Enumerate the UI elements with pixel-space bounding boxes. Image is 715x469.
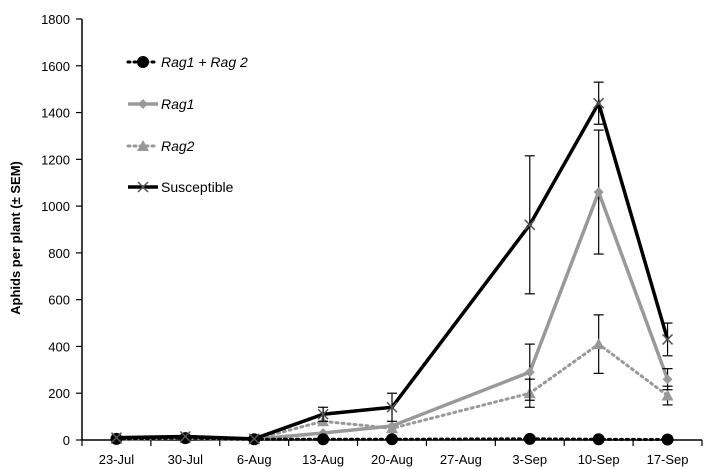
y-tick-label: 1600 (41, 59, 70, 74)
series-susceptible (110, 81, 674, 445)
legend-marker (137, 181, 149, 193)
series-rag1-rag-2 (110, 432, 674, 446)
legend-marker (137, 56, 149, 68)
legend-label: Rag1 + Rag 2 (161, 54, 248, 70)
x-tick-label: 13-Aug (302, 452, 344, 467)
legend-entry: Rag1 + Rag 2 (126, 54, 248, 70)
y-tick-label: 0 (63, 433, 70, 448)
series-line (116, 98, 670, 441)
y-tick-label: 1800 (41, 12, 70, 27)
x-tick-label: 27-Aug (440, 452, 482, 467)
legend-entry: Rag1 (128, 96, 194, 112)
legend: Rag1 + Rag 2 Rag1 Rag2 Susceptible (126, 54, 248, 195)
data-point (593, 97, 605, 109)
data-point (661, 433, 674, 446)
data-point (317, 408, 329, 420)
y-tick-label: 1400 (41, 106, 70, 121)
x-tick-label: 17-Sep (647, 452, 689, 467)
data-point (110, 432, 122, 444)
data-point (592, 433, 605, 446)
data-point (179, 430, 191, 443)
y-tick-label: 800 (48, 246, 70, 261)
y-tick-label: 600 (48, 293, 70, 308)
y-tick-labels: 0 200 400 600 800 1000 1200 1400 1600 1800 (41, 12, 70, 448)
x-tick-label: 23-Jul (99, 452, 135, 467)
data-point (661, 389, 674, 401)
data-point (524, 367, 535, 378)
x-tick-label: 6-Aug (237, 452, 272, 467)
y-tick-label: 1200 (41, 152, 70, 167)
data-point (593, 187, 604, 198)
legend-entry: Rag2 (126, 138, 195, 154)
axes (76, 18, 703, 446)
data-point (524, 219, 536, 231)
x-tick-label: 3-Sep (512, 452, 547, 467)
x-tick-label: 20-Aug (371, 452, 413, 467)
data-point (523, 432, 536, 445)
y-tick-label: 400 (48, 339, 70, 354)
y-tick-label: 1000 (41, 199, 70, 214)
y-axis-title: Aphids per plant (± SEM) (8, 161, 23, 315)
data-point (248, 433, 260, 445)
y-tick-label: 200 (48, 386, 70, 401)
legend-label: Rag1 (161, 96, 194, 112)
x-tick-label: 10-Sep (578, 452, 620, 467)
x-tick-label: 30-Jul (168, 452, 204, 467)
x-tick-labels: 23-Jul 30-Jul 6-Aug 13-Aug 20-Aug 27-Aug 3-Sep… (99, 452, 689, 467)
data-point (386, 433, 398, 446)
legend-marker (137, 140, 149, 151)
data-point (592, 338, 605, 350)
data-point (110, 432, 123, 445)
legend-entry: Susceptible (128, 179, 234, 195)
data-point (386, 401, 398, 413)
data-point (317, 433, 330, 446)
data-point (662, 333, 674, 345)
legend-marker (138, 99, 148, 109)
data-point (387, 420, 397, 431)
series-layer (110, 81, 674, 446)
legend-label: Rag2 (161, 138, 195, 154)
legend-label: Susceptible (161, 179, 234, 195)
data-point (662, 374, 673, 385)
